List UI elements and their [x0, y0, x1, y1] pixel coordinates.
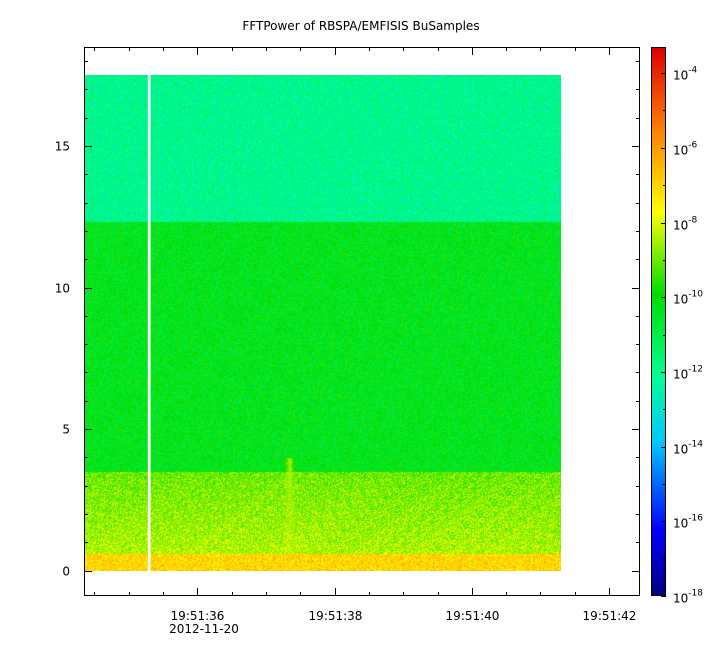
plot-frame	[84, 47, 640, 596]
colorbar-tick-label: 10-4	[673, 66, 698, 83]
colorbar-gradient	[651, 47, 666, 596]
colorbar-tick-label: 10-16	[673, 514, 703, 531]
spectrogram-image	[84, 75, 561, 571]
chart-title: FFTPower of RBSPA/EMFISIS BuSamples	[242, 19, 479, 33]
colorbar-tick-label: 10-14	[673, 440, 703, 457]
y-tick-label: 0	[62, 565, 70, 579]
colorbar-axis: 10-4 10-6 10-8 10-10 10-12 10-14 10-16 10-18	[661, 66, 703, 606]
x-tick-label: 19:51:36	[171, 609, 225, 623]
colorbar-frame	[651, 47, 666, 596]
x-tick-label: 19:51:42	[583, 609, 637, 623]
colorbar-tick-label: 10-18	[673, 589, 703, 606]
data-gap	[147, 75, 151, 571]
x-tick-label: 19:51:38	[309, 609, 363, 623]
colorbar-tick-label: 10-10	[673, 290, 703, 307]
x-tick-label: 19:51:40	[446, 609, 500, 623]
y-tick-label: 5	[62, 423, 70, 437]
y-tick-label: 15	[55, 140, 70, 154]
colorbar-tick-label: 10-8	[673, 216, 698, 233]
colorbar-tick-label: 10-12	[673, 365, 703, 382]
y-axis: 0 5 10 15	[55, 61, 640, 579]
x-axis-date-label: 2012-11-20	[169, 622, 239, 636]
y-tick-label: 10	[55, 282, 70, 296]
colorbar-tick-label: 10-6	[673, 141, 698, 158]
x-axis: 19:51:36 19:51:38 19:51:40 19:51:42	[94, 47, 637, 623]
